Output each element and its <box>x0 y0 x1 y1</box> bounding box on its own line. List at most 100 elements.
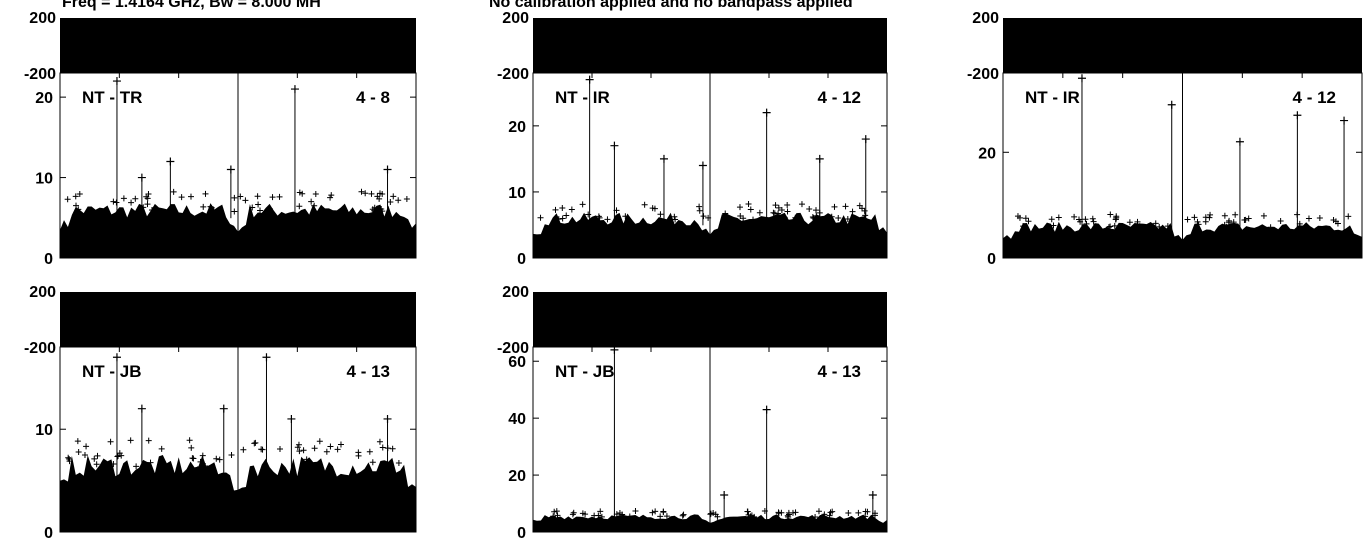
data-cross <box>740 215 747 222</box>
baseline-label: NT - JB <box>555 362 615 381</box>
data-cross <box>294 444 301 451</box>
data-cross <box>251 440 258 447</box>
data-cross <box>115 453 122 460</box>
data-cross <box>147 459 154 466</box>
data-cross <box>1055 214 1062 221</box>
data-cross <box>1022 215 1029 222</box>
data-cross <box>812 207 819 214</box>
data-cross <box>626 513 633 520</box>
data-cross <box>378 205 385 212</box>
data-cross <box>93 461 100 468</box>
spike-marker <box>383 414 392 423</box>
data-cross <box>228 451 235 458</box>
data-cross <box>132 195 139 202</box>
data-cross <box>276 193 283 200</box>
data-cross <box>1202 214 1209 221</box>
data-cross <box>591 512 598 519</box>
data-cross <box>835 214 842 221</box>
data-cross <box>387 198 394 205</box>
phase-band <box>1003 18 1362 73</box>
data-cross <box>81 451 88 458</box>
baseline-label: NT - IR <box>555 88 610 107</box>
spike-marker <box>720 491 729 499</box>
data-cross <box>107 438 114 445</box>
data-cross <box>641 201 648 208</box>
data-cross <box>1194 218 1201 225</box>
data-cross <box>1020 223 1027 230</box>
data-cross <box>862 212 869 219</box>
header-right-text: No calibration applied and no bandpass a… <box>489 0 853 11</box>
data-cross <box>537 214 544 221</box>
data-cross <box>110 198 117 205</box>
data-cross <box>784 208 791 215</box>
spike-marker <box>137 173 146 182</box>
data-cross <box>389 445 396 452</box>
spike-marker <box>112 353 121 362</box>
data-cross <box>1230 219 1237 226</box>
data-cross <box>672 216 679 223</box>
data-cross <box>249 204 256 211</box>
data-cross <box>785 514 792 521</box>
data-cross <box>597 508 604 515</box>
data-cross <box>806 206 813 213</box>
data-cross <box>1107 211 1114 218</box>
data-cross <box>1184 216 1191 223</box>
data-cross <box>73 202 80 209</box>
data-cross <box>337 441 344 448</box>
spike-marker <box>287 414 296 423</box>
data-cross <box>772 202 779 209</box>
data-cross <box>390 193 397 200</box>
data-cross <box>311 445 318 452</box>
data-cross <box>1107 223 1114 230</box>
data-cross <box>1207 211 1214 218</box>
data-cross <box>113 199 120 206</box>
data-cross <box>781 214 788 221</box>
data-cross <box>75 206 82 213</box>
amp-tick-label: 0 <box>44 525 53 541</box>
data-cross <box>671 213 678 220</box>
data-cross <box>826 512 833 519</box>
data-cross <box>652 508 659 515</box>
spike-marker <box>137 404 146 413</box>
data-cross <box>553 508 560 515</box>
data-cross <box>1075 216 1082 223</box>
amp-tick-label: 0 <box>517 251 526 268</box>
phase-tick-top: 200 <box>29 10 56 27</box>
data-cross <box>252 439 259 446</box>
data-cross <box>792 214 799 221</box>
data-cross <box>649 509 656 516</box>
amp-tick-label: 0 <box>987 251 996 268</box>
data-cross <box>200 203 207 210</box>
channel-range-label: 4 - 8 <box>356 88 390 107</box>
data-cross <box>815 508 822 515</box>
data-cross <box>842 203 849 210</box>
data-cross <box>1082 216 1089 223</box>
data-cross <box>569 511 576 518</box>
data-cross <box>700 213 707 220</box>
baseline-label: NT - TR <box>82 88 142 107</box>
data-cross <box>257 207 264 214</box>
data-cross <box>778 509 785 516</box>
data-cross <box>861 207 868 214</box>
baseline-label: NT - JB <box>82 362 142 381</box>
data-cross <box>72 193 79 200</box>
data-cross <box>1296 223 1303 230</box>
data-cross <box>568 206 575 213</box>
spike-marker <box>1340 116 1349 125</box>
data-cross <box>616 509 623 516</box>
data-cross <box>778 206 785 213</box>
data-cross <box>585 211 592 218</box>
data-cross <box>751 513 758 520</box>
data-cross <box>1156 223 1163 230</box>
spike-marker <box>585 75 594 84</box>
phase-tick-top: 200 <box>502 10 529 27</box>
data-cross <box>213 455 220 462</box>
amp-tick-label: 20 <box>35 90 53 107</box>
data-cross <box>1083 220 1090 227</box>
phase-band <box>533 18 887 73</box>
data-cross <box>1105 224 1112 231</box>
data-cross <box>255 201 262 208</box>
data-cross <box>809 214 816 221</box>
